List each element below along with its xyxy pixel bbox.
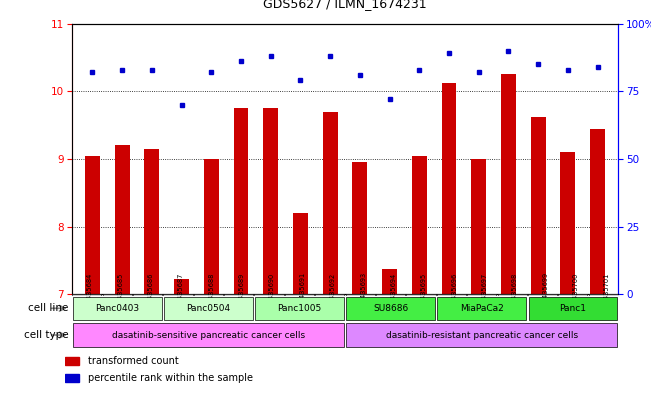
Text: cell type: cell type — [23, 330, 68, 340]
Text: GSM1435684: GSM1435684 — [87, 272, 93, 317]
Bar — [531, 117, 546, 294]
Bar — [437, 297, 526, 320]
Bar — [590, 129, 605, 294]
Bar — [497, 294, 527, 296]
Text: SU8686: SU8686 — [373, 304, 408, 313]
Bar — [234, 108, 249, 294]
Bar — [164, 297, 253, 320]
Bar — [255, 297, 344, 320]
Bar — [115, 145, 130, 294]
Bar — [145, 149, 159, 294]
Text: GSM1435695: GSM1435695 — [421, 272, 427, 316]
Bar — [323, 112, 338, 294]
Text: Panc0504: Panc0504 — [186, 304, 230, 313]
Text: GSM1435690: GSM1435690 — [269, 272, 275, 316]
Bar — [471, 159, 486, 294]
Text: dasatinib-resistant pancreatic cancer cells: dasatinib-resistant pancreatic cancer ce… — [385, 331, 578, 340]
Bar — [382, 269, 397, 294]
Text: GSM1435697: GSM1435697 — [482, 272, 488, 316]
Text: GSM1435691: GSM1435691 — [299, 272, 305, 316]
Bar — [224, 294, 253, 296]
Text: Panc0403: Panc0403 — [95, 304, 139, 313]
Text: GSM1435700: GSM1435700 — [573, 272, 579, 317]
Bar — [406, 294, 436, 296]
Bar — [263, 108, 278, 294]
Text: percentile rank within the sample: percentile rank within the sample — [88, 373, 253, 383]
Bar — [133, 294, 162, 296]
Text: cell line: cell line — [28, 303, 68, 313]
Bar — [194, 294, 223, 296]
Bar — [467, 294, 496, 296]
Bar — [72, 294, 102, 296]
Bar — [561, 152, 575, 294]
Text: transformed count: transformed count — [88, 356, 178, 366]
Bar — [73, 323, 344, 347]
Bar — [85, 156, 100, 294]
Bar — [346, 323, 617, 347]
Text: GSM1435693: GSM1435693 — [360, 272, 367, 316]
Text: GSM1435689: GSM1435689 — [239, 272, 245, 316]
Bar — [528, 294, 557, 296]
Bar — [352, 162, 367, 294]
Bar — [65, 374, 79, 382]
Bar — [285, 294, 314, 296]
Text: GSM1435701: GSM1435701 — [603, 272, 609, 316]
Text: GSM1435694: GSM1435694 — [391, 272, 396, 316]
Text: GSM1435688: GSM1435688 — [208, 272, 214, 317]
Bar — [529, 297, 617, 320]
Text: GSM1435698: GSM1435698 — [512, 272, 518, 316]
Bar — [346, 294, 375, 296]
Bar — [412, 156, 427, 294]
Text: GSM1435686: GSM1435686 — [148, 272, 154, 317]
Bar — [376, 294, 405, 296]
Bar — [501, 74, 516, 294]
Bar — [293, 213, 308, 294]
Bar — [441, 83, 456, 294]
Text: GSM1435699: GSM1435699 — [542, 272, 549, 316]
Text: GSM1435685: GSM1435685 — [117, 272, 123, 317]
Bar — [204, 159, 219, 294]
Text: Panc1: Panc1 — [559, 304, 587, 313]
Text: GSM1435692: GSM1435692 — [330, 272, 336, 316]
Text: MiaPaCa2: MiaPaCa2 — [460, 304, 504, 313]
Bar — [589, 294, 618, 296]
Text: Panc1005: Panc1005 — [277, 304, 322, 313]
Text: GDS5627 / ILMN_1674231: GDS5627 / ILMN_1674231 — [263, 0, 427, 10]
Bar — [346, 297, 435, 320]
Text: GSM1435696: GSM1435696 — [451, 272, 458, 316]
Bar — [559, 294, 587, 296]
Text: dasatinib-sensitive pancreatic cancer cells: dasatinib-sensitive pancreatic cancer ce… — [112, 331, 305, 340]
Bar — [103, 294, 132, 296]
Text: GSM1435687: GSM1435687 — [178, 272, 184, 317]
Bar — [65, 357, 79, 365]
Bar — [315, 294, 344, 296]
Bar — [163, 294, 193, 296]
Bar — [174, 279, 189, 294]
Bar — [437, 294, 466, 296]
Bar — [73, 297, 161, 320]
Bar — [255, 294, 284, 296]
